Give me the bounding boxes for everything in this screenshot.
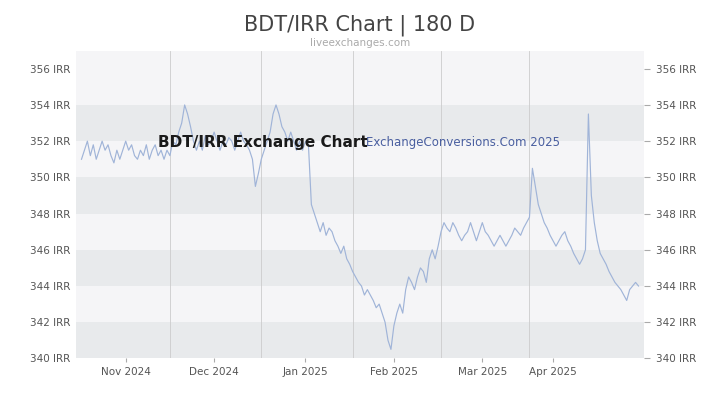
Bar: [76, 105, 644, 141]
Text: BDT/IRR Exchange Chart: BDT/IRR Exchange Chart: [158, 135, 368, 151]
Bar: [76, 286, 644, 322]
Bar: [76, 69, 644, 105]
Text: ExchangeConversions.Com 2025: ExchangeConversions.Com 2025: [366, 136, 559, 149]
Bar: [76, 177, 644, 213]
Text: liveexchanges.com: liveexchanges.com: [310, 38, 410, 49]
Text: BDT/IRR Chart | 180 D: BDT/IRR Chart | 180 D: [244, 14, 476, 36]
Bar: [76, 250, 644, 286]
Bar: [76, 322, 644, 358]
Bar: [76, 213, 644, 250]
Bar: [76, 141, 644, 177]
